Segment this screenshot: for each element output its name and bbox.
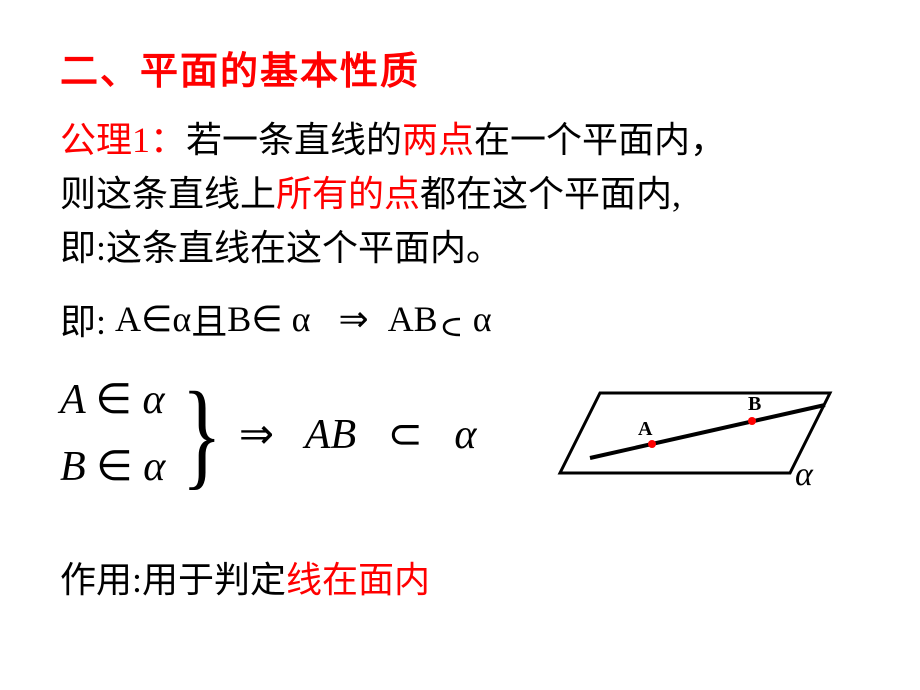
sym-AB: AB: [388, 298, 438, 340]
axiom-hl1: 两点: [402, 120, 474, 160]
p2-in: ∈: [96, 444, 133, 490]
c-AB: AB: [305, 412, 356, 458]
math-inline: 即: A ∈ α 且 B ∈ α ⇒ AB α: [60, 293, 860, 345]
brace-icon: }: [182, 374, 222, 494]
sym-in1: ∈: [141, 298, 172, 340]
p1-alpha: α: [143, 377, 165, 423]
axiom-p5: 即:这条直线在这个平面内。: [60, 228, 502, 268]
line-AB: [590, 405, 825, 458]
math-block: A ∈ α B ∈ α } ⇒ AB ⊂ α: [60, 367, 476, 501]
usage-prefix: 作用:用于判定: [60, 560, 286, 600]
c-alpha: α: [454, 412, 476, 458]
axiom-text: 公理1：若一条直线的两点在一个平面内， 则这条直线上所有的点都在这个平面内, 即…: [60, 113, 860, 275]
p1-A: A: [60, 377, 85, 423]
label-A: A: [638, 418, 653, 440]
premises: A ∈ α B ∈ α: [60, 367, 165, 501]
sym-implies: ⇒: [339, 298, 369, 340]
axiom-hl2: 所有的点: [276, 174, 420, 214]
p2-B: B: [60, 444, 86, 490]
usage-text: 作用:用于判定线在面内: [60, 551, 860, 603]
subset-hook-icon: [438, 309, 464, 329]
usage-hl: 线在面内: [286, 560, 430, 600]
sym-B: B: [227, 298, 251, 340]
middle-row: A ∈ α B ∈ α } ⇒ AB ⊂ α: [60, 355, 860, 521]
axiom-p1: 若一条直线的: [186, 120, 402, 160]
sym-and: 且: [191, 293, 227, 345]
point-A: [648, 440, 656, 448]
sym-alpha3: α: [473, 298, 492, 340]
point-B: [748, 417, 756, 425]
axiom-p4: 都在这个平面内,: [420, 174, 681, 214]
p1-in: ∈: [95, 377, 132, 423]
label-alpha: α: [795, 456, 814, 493]
sym-A: A: [115, 298, 141, 340]
sym-alpha2: α: [292, 298, 311, 340]
math-prefix: 即:: [60, 293, 106, 345]
conclusion: ⇒ AB ⊂ α: [239, 409, 477, 459]
section-title: 二、平面的基本性质: [60, 40, 860, 95]
plane-diagram: A B α: [520, 363, 850, 513]
slide: 二、平面的基本性质 公理1：若一条直线的两点在一个平面内， 则这条直线上所有的点…: [0, 0, 920, 690]
sym-in2: ∈: [251, 298, 282, 340]
sym-alpha1: α: [172, 298, 191, 340]
label-B: B: [748, 393, 761, 415]
axiom-p3: 则这条直线上: [60, 174, 276, 214]
axiom-p2: 在一个平面内，: [474, 120, 726, 160]
c-implies: ⇒: [239, 412, 274, 458]
p2-alpha: α: [143, 444, 165, 490]
axiom-label: 公理1：: [60, 120, 186, 160]
c-subset: ⊂: [388, 412, 423, 458]
